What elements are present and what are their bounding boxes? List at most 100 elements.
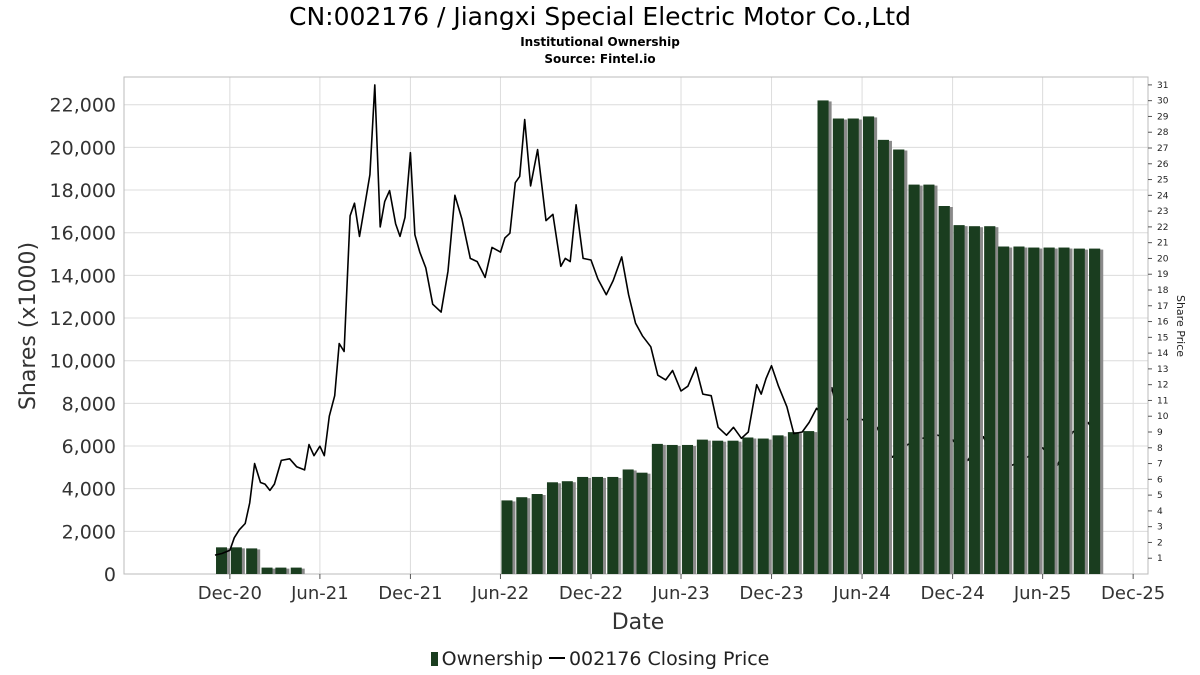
- y2-tick-label: 7: [1157, 460, 1163, 470]
- ownership-bar: [712, 440, 724, 574]
- ownership-bar: [501, 500, 513, 574]
- ownership-bar: [1043, 247, 1055, 574]
- chart-source: Source: Fintel.io: [544, 52, 656, 66]
- ownership-bar: [984, 226, 996, 575]
- y2-tick-label: 22: [1157, 223, 1168, 233]
- y2-tick-label: 5: [1157, 491, 1163, 501]
- ownership-bar: [968, 226, 980, 575]
- y2-axis-label: Share Price: [1174, 295, 1187, 357]
- y-axis-label: Shares (x1000): [16, 242, 41, 410]
- y2-tick-label: 17: [1157, 302, 1168, 312]
- ownership-bar: [591, 476, 603, 574]
- y-tick-label: 4,000: [62, 479, 116, 501]
- ownership-bar: [246, 548, 258, 574]
- y2-tick-label: 20: [1157, 254, 1169, 264]
- ownership-bar: [893, 149, 905, 574]
- y-tick-label: 22,000: [50, 95, 116, 117]
- y2-tick-label: 3: [1157, 523, 1163, 533]
- legend: Ownership 002176 Closing Price: [0, 648, 1200, 670]
- x-tick-label: Jun-21: [290, 583, 349, 604]
- y2-tick-label: 19: [1157, 270, 1169, 280]
- y-tick-label: 20,000: [50, 137, 116, 159]
- ownership-bar: [938, 206, 950, 574]
- y2-tick-label: 6: [1157, 475, 1163, 485]
- y-tick-label: 12,000: [50, 308, 116, 330]
- ownership-bar: [546, 482, 558, 574]
- x-tick-label: Jun-24: [832, 583, 891, 604]
- ownership-bar: [622, 469, 634, 574]
- legend-ownership-label: Ownership: [441, 648, 543, 670]
- y2-tick-label: 4: [1157, 507, 1163, 517]
- ownership-bar: [261, 567, 273, 574]
- y2-tick-label: 27: [1157, 144, 1168, 154]
- y2-tick-label: 9: [1157, 428, 1163, 438]
- x-tick-label: Dec-24: [920, 583, 984, 604]
- ownership-bar: [651, 443, 663, 574]
- y-tick-label: 8,000: [62, 393, 116, 415]
- ownership-bar: [516, 497, 528, 574]
- y-tick-label: 6,000: [62, 436, 116, 458]
- ownership-bar: [803, 431, 815, 574]
- ownership-bar: [908, 184, 920, 575]
- ownership-bar: [561, 481, 573, 574]
- x-tick-label: Jun-23: [651, 583, 710, 604]
- ownership-bar: [787, 432, 799, 574]
- y2-tick-label: 15: [1157, 333, 1168, 343]
- ownership-bar: [727, 440, 739, 574]
- y2-tick-label: 31: [1157, 81, 1168, 91]
- y-tick-label: 0: [104, 564, 116, 586]
- ownership-bar: [696, 439, 708, 574]
- x-tick-label: Dec-21: [378, 583, 442, 604]
- ownership-bar: [832, 118, 844, 574]
- ownership-bar: [275, 567, 287, 574]
- legend-ownership-swatch: [430, 652, 438, 666]
- ownership-bar: [1013, 246, 1025, 574]
- ownership-bar: [682, 444, 694, 574]
- ownership-bar: [1089, 248, 1101, 574]
- y2-tick-label: 21: [1157, 239, 1168, 249]
- y2-axis-ticks: 1234567891011121314151617181920212223242…: [1148, 81, 1169, 564]
- ownership-bar: [847, 118, 859, 574]
- x-tick-label: Dec-22: [559, 583, 623, 604]
- ownership-bar: [636, 472, 648, 574]
- y-tick-label: 14,000: [50, 265, 116, 287]
- x-tick-label: Dec-25: [1101, 583, 1165, 604]
- y2-tick-label: 28: [1157, 128, 1169, 138]
- chart-title: CN:002176 / Jiangxi Special Electric Mot…: [289, 2, 911, 31]
- ownership-bar: [216, 547, 228, 574]
- ownership-bar: [923, 184, 935, 575]
- y-axis-ticks: 0 2,000 4,000 6,000 8,000 10,000 12,000 14,000 1…: [50, 95, 116, 586]
- ownership-bar: [1073, 248, 1085, 574]
- y2-tick-label: 13: [1157, 365, 1168, 375]
- y2-tick-label: 25: [1157, 176, 1168, 186]
- y2-tick-label: 29: [1157, 112, 1169, 122]
- ownership-bar: [290, 567, 302, 574]
- y2-tick-label: 30: [1157, 97, 1169, 107]
- ownership-bar: [1058, 247, 1070, 574]
- ownership-bar: [998, 246, 1010, 574]
- ownership-bar: [1028, 247, 1040, 574]
- ownership-bar: [607, 476, 619, 574]
- x-tick-label: Dec-20: [198, 583, 262, 604]
- ownership-bar: [742, 437, 754, 574]
- ownership-bar: [772, 435, 784, 574]
- y-tick-label: 18,000: [50, 180, 116, 202]
- ownership-bar: [577, 476, 589, 574]
- x-tick-label: Jun-25: [1013, 583, 1072, 604]
- y-tick-label: 10,000: [50, 351, 116, 373]
- legend-price-label: 002176 Closing Price: [568, 648, 770, 670]
- x-tick-label: Jun-22: [471, 583, 530, 604]
- ownership-bar: [817, 100, 829, 575]
- y2-tick-label: 14: [1157, 349, 1169, 359]
- ownership-bar: [666, 444, 678, 574]
- y2-tick-label: 12: [1157, 381, 1168, 391]
- y2-tick-label: 26: [1157, 160, 1169, 170]
- y-tick-label: 16,000: [50, 223, 116, 245]
- y2-tick-label: 1: [1157, 554, 1163, 564]
- ownership-bar: [531, 494, 543, 574]
- y-tick-label: 2,000: [62, 521, 116, 543]
- y2-tick-label: 24: [1157, 191, 1169, 201]
- ownership-bar: [757, 438, 769, 574]
- ownership-bar: [230, 547, 242, 574]
